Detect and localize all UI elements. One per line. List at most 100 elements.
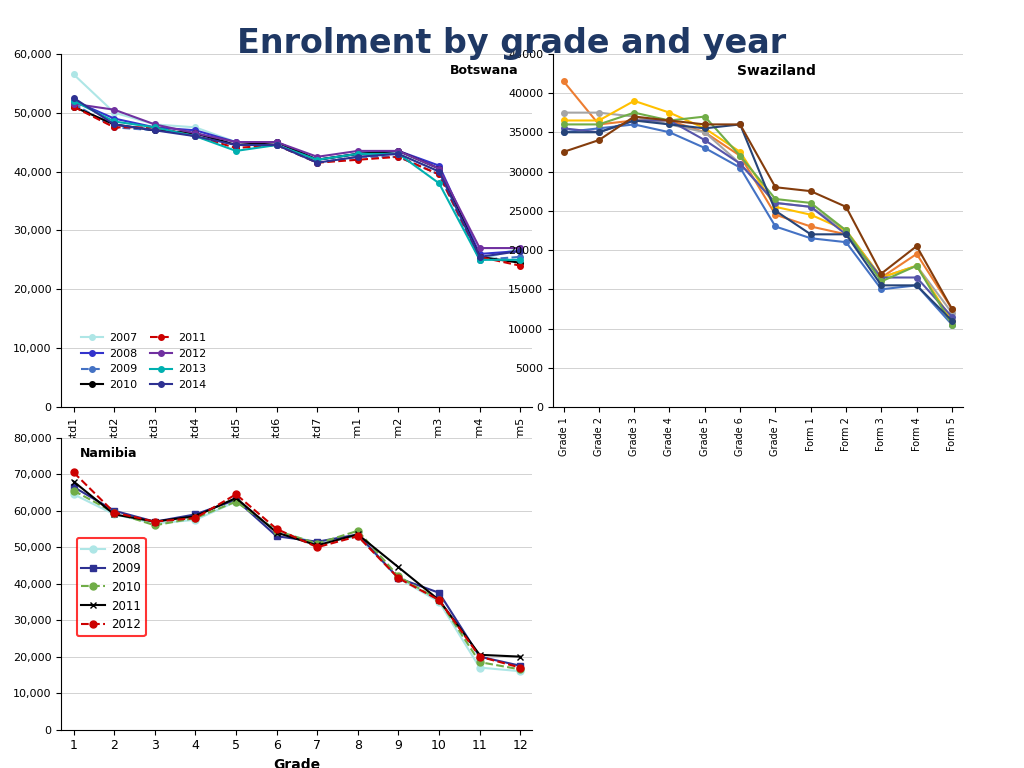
2011	[68, 477, 80, 486]
2012	[433, 595, 445, 604]
2011	[473, 650, 485, 660]
2012	[628, 96, 640, 105]
2015	[628, 116, 640, 125]
2015	[734, 120, 746, 129]
2010	[557, 77, 569, 86]
2012	[351, 147, 364, 156]
2010	[189, 129, 202, 138]
2012	[433, 164, 445, 174]
Line: 2014: 2014	[561, 110, 954, 327]
2008	[433, 161, 445, 170]
2014	[946, 320, 958, 329]
2009	[68, 482, 80, 492]
Line: 2011: 2011	[561, 110, 954, 316]
2009	[148, 517, 161, 526]
2013	[230, 147, 243, 156]
Line: 2011: 2011	[71, 104, 523, 269]
2007	[270, 137, 283, 147]
2010	[311, 539, 324, 548]
2015	[593, 127, 605, 137]
2008	[392, 574, 404, 583]
2010	[628, 116, 640, 125]
2010	[392, 571, 404, 581]
2009	[148, 126, 161, 135]
2014	[433, 167, 445, 176]
2015	[910, 281, 923, 290]
2009	[189, 129, 202, 138]
2012	[270, 137, 283, 147]
2010	[946, 304, 958, 313]
2007	[189, 123, 202, 132]
2012	[148, 120, 161, 129]
Line: 2013: 2013	[561, 118, 954, 319]
2013	[109, 117, 121, 126]
2012	[230, 137, 243, 147]
2012	[473, 243, 485, 253]
2009	[311, 158, 324, 167]
2012	[230, 490, 243, 499]
2011	[392, 563, 404, 572]
2011	[628, 112, 640, 121]
2009	[514, 252, 526, 261]
2009	[433, 170, 445, 179]
2009	[805, 233, 817, 243]
2007	[109, 108, 121, 118]
2008	[433, 598, 445, 607]
2011	[230, 493, 243, 502]
2007	[392, 149, 404, 158]
2012	[109, 508, 121, 517]
2014	[351, 152, 364, 161]
2012	[557, 116, 569, 125]
Line: 2008: 2008	[71, 491, 523, 675]
2010	[805, 222, 817, 231]
2009	[514, 661, 526, 670]
2012	[769, 202, 781, 211]
2013	[910, 273, 923, 282]
2014	[270, 141, 283, 150]
2009	[392, 152, 404, 161]
2011	[910, 261, 923, 270]
2011	[769, 198, 781, 207]
Line: 2011: 2011	[71, 478, 523, 660]
2014	[473, 252, 485, 261]
2009	[230, 141, 243, 150]
2010	[840, 230, 852, 239]
2008	[514, 247, 526, 256]
2013	[805, 202, 817, 211]
2009	[946, 320, 958, 329]
2014	[628, 108, 640, 118]
2013	[593, 127, 605, 137]
2008	[392, 147, 404, 156]
2012	[876, 273, 888, 282]
2008	[514, 667, 526, 676]
2010	[68, 486, 80, 495]
2013	[557, 124, 569, 133]
2009	[910, 281, 923, 290]
2010	[270, 137, 283, 147]
2010	[109, 120, 121, 129]
2016	[876, 269, 888, 278]
2014	[311, 158, 324, 167]
2015	[876, 281, 888, 290]
2010	[473, 252, 485, 261]
2008	[230, 137, 243, 147]
2016	[664, 116, 676, 125]
2010	[664, 116, 676, 125]
2012	[189, 129, 202, 138]
2016	[769, 183, 781, 192]
2011	[805, 202, 817, 211]
2013	[433, 179, 445, 188]
2009	[664, 127, 676, 137]
Text: Swaziland: Swaziland	[737, 65, 816, 78]
2010	[876, 273, 888, 282]
2010	[351, 149, 364, 158]
2008	[109, 114, 121, 123]
2014	[557, 120, 569, 129]
2010	[68, 102, 80, 111]
2016	[734, 120, 746, 129]
2012	[593, 116, 605, 125]
2011	[270, 141, 283, 150]
2011	[270, 528, 283, 538]
2009	[351, 152, 364, 161]
2010	[433, 595, 445, 604]
